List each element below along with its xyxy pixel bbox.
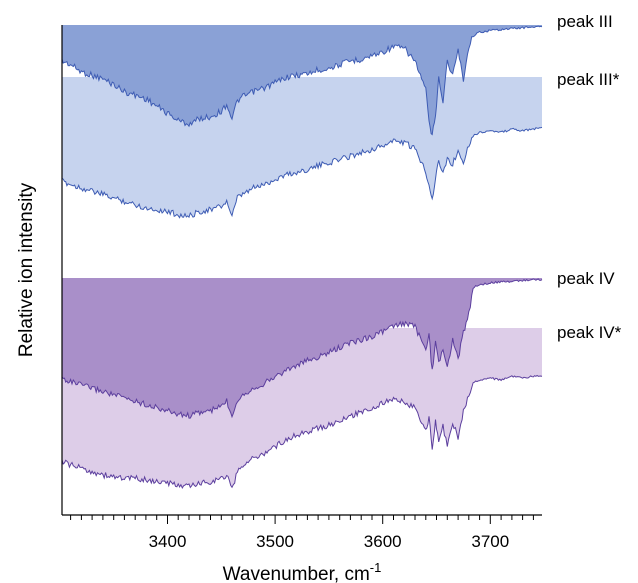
x-tick-label: 3700 [471, 532, 509, 551]
trace-line-peak-iii-star [61, 126, 543, 219]
trace-area-peak-iii-star [62, 77, 542, 218]
trace-line-peak-iii [61, 25, 543, 136]
trace-label-peak-iii: peak III [557, 12, 613, 31]
y-axis-title: Relative ion intensity [16, 182, 37, 357]
trace-label-peak-iv: peak IV [557, 269, 615, 288]
x-axis-title-exponent: -1 [370, 560, 382, 575]
x-tick-label: 3500 [256, 532, 294, 551]
x-axis-title-main: Wavenumber, cm [223, 564, 370, 583]
trace-layer [61, 25, 543, 489]
x-tick-label: 3600 [364, 532, 402, 551]
x-tick-group: 3400 3500 3600 3700 [70, 515, 534, 551]
label-layer: peak III peak III* peak IV peak IV* Rela… [16, 12, 622, 583]
trace-area-peak-iii [62, 25, 542, 135]
trace-line-peak-iv [61, 278, 543, 419]
trace-line-peak-iv-star [61, 374, 543, 489]
axes-layer: 3400 3500 3600 3700 [61, 25, 542, 551]
trace-area-peak-iv [62, 278, 542, 419]
trace-label-peak-iii-star: peak III* [557, 70, 620, 89]
trace-label-peak-iv-star: peak IV* [557, 323, 622, 342]
x-tick-label: 3400 [149, 532, 187, 551]
x-axis-title: Wavenumber, cm-1 [223, 560, 382, 583]
